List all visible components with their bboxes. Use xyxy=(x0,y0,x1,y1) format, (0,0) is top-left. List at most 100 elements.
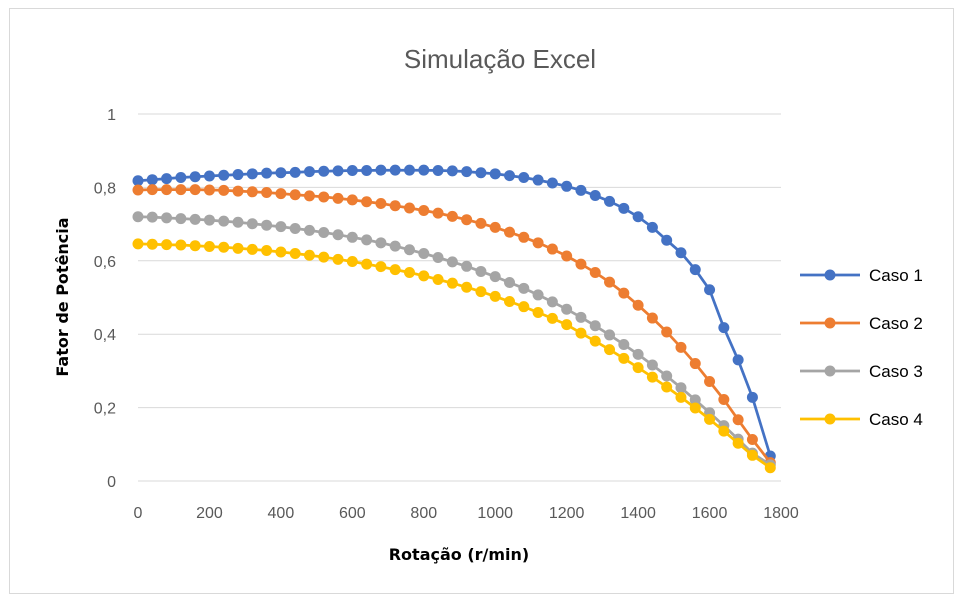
y-tick-label: 0 xyxy=(107,474,116,491)
data-point xyxy=(132,184,144,196)
data-point xyxy=(718,394,730,406)
data-point xyxy=(504,226,516,238)
data-point xyxy=(403,267,415,279)
y-axis-ticks: 0 0,2 0,4 0,6 0,8 1 xyxy=(94,107,116,491)
data-point xyxy=(575,184,587,196)
data-point xyxy=(246,168,258,180)
chart-title: Simulação Excel xyxy=(404,44,596,74)
data-point xyxy=(546,296,558,308)
series-line xyxy=(137,188,772,464)
data-point xyxy=(289,247,301,259)
x-tick-label: 1600 xyxy=(692,505,728,522)
data-point xyxy=(203,170,215,182)
data-point xyxy=(375,261,387,273)
x-tick-label: 1400 xyxy=(620,505,656,522)
data-point xyxy=(675,391,687,403)
gridlines xyxy=(138,113,781,482)
data-point xyxy=(604,195,616,207)
data-point xyxy=(275,246,287,258)
data-point xyxy=(546,243,558,255)
y-tick-label: 0,6 xyxy=(94,254,116,271)
x-tick-label: 400 xyxy=(268,505,295,522)
data-point xyxy=(418,164,430,176)
legend-label: Caso 3 xyxy=(869,362,923,381)
data-point xyxy=(532,307,544,319)
data-point xyxy=(289,166,301,178)
data-point xyxy=(475,265,487,277)
data-point xyxy=(332,229,344,241)
data-point xyxy=(764,462,776,474)
data-point xyxy=(432,251,444,263)
data-point xyxy=(175,213,187,225)
data-point xyxy=(689,358,701,370)
data-point xyxy=(746,434,758,446)
data-point xyxy=(704,284,716,296)
data-point xyxy=(432,207,444,219)
x-axis-title: Rotação (r/min) xyxy=(389,545,530,564)
data-point xyxy=(161,173,173,185)
data-point xyxy=(475,217,487,229)
data-point xyxy=(504,170,516,182)
data-point xyxy=(403,244,415,256)
chart-frame xyxy=(9,8,954,594)
data-point xyxy=(518,282,530,294)
data-point xyxy=(489,271,501,283)
data-point xyxy=(618,352,630,364)
data-point xyxy=(246,243,258,255)
data-point xyxy=(489,221,501,233)
data-point xyxy=(418,205,430,217)
data-point xyxy=(232,242,244,254)
data-point xyxy=(361,165,373,177)
data-point xyxy=(161,239,173,251)
legend-label: Caso 4 xyxy=(869,410,923,429)
data-point xyxy=(303,166,315,178)
series-group xyxy=(132,164,776,474)
data-point xyxy=(361,234,373,246)
y-axis-title: Fator de Potência xyxy=(53,217,72,376)
data-point xyxy=(518,171,530,183)
data-point xyxy=(589,320,601,332)
data-point xyxy=(375,164,387,176)
data-point xyxy=(532,174,544,186)
data-point xyxy=(303,224,315,236)
data-point xyxy=(189,184,201,196)
data-point xyxy=(618,287,630,299)
data-point xyxy=(232,185,244,197)
data-point xyxy=(218,241,230,253)
data-point xyxy=(146,211,158,223)
data-point xyxy=(632,348,644,360)
data-point xyxy=(403,202,415,214)
data-point xyxy=(346,194,358,206)
data-point xyxy=(575,327,587,339)
data-point xyxy=(318,251,330,263)
data-point xyxy=(561,250,573,262)
legend: Caso 1 Caso 2 Caso 3 Caso 4 xyxy=(800,266,923,429)
series-3 xyxy=(132,211,776,471)
data-point xyxy=(146,238,158,250)
data-point xyxy=(661,370,673,382)
data-point xyxy=(746,391,758,403)
data-point xyxy=(275,167,287,179)
data-point xyxy=(446,277,458,289)
data-point xyxy=(446,210,458,222)
series-1 xyxy=(132,164,776,462)
data-point xyxy=(418,270,430,282)
legend-marker xyxy=(824,413,836,425)
data-point xyxy=(732,354,744,366)
x-axis-ticks: 0 200 400 600 800 1000 1200 1400 1600 1800 xyxy=(134,505,799,522)
data-point xyxy=(604,329,616,341)
y-tick-label: 0,8 xyxy=(94,180,116,197)
data-point xyxy=(646,371,658,383)
data-point xyxy=(361,258,373,270)
series-4 xyxy=(132,238,776,474)
x-tick-label: 800 xyxy=(410,505,437,522)
data-point xyxy=(561,180,573,192)
legend-item: Caso 4 xyxy=(800,410,923,429)
x-tick-label: 1000 xyxy=(477,505,513,522)
data-point xyxy=(389,200,401,212)
data-point xyxy=(532,237,544,249)
data-point xyxy=(561,319,573,331)
legend-label: Caso 1 xyxy=(869,266,923,285)
data-point xyxy=(332,192,344,204)
data-point xyxy=(575,311,587,323)
